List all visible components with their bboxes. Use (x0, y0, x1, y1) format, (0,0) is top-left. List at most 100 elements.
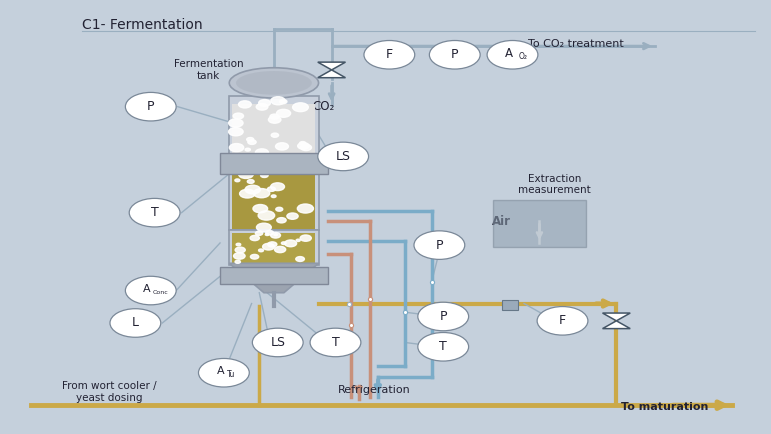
Circle shape (250, 168, 261, 174)
Circle shape (243, 170, 251, 174)
Circle shape (229, 144, 244, 151)
Circle shape (298, 143, 309, 149)
Circle shape (487, 40, 538, 69)
Circle shape (296, 239, 300, 241)
Circle shape (414, 231, 465, 260)
FancyBboxPatch shape (232, 104, 315, 174)
Circle shape (298, 204, 314, 213)
Text: LS: LS (271, 336, 285, 349)
Circle shape (247, 140, 256, 145)
Text: T: T (439, 340, 447, 353)
Circle shape (270, 114, 279, 119)
Circle shape (245, 185, 261, 194)
Circle shape (318, 142, 369, 171)
FancyBboxPatch shape (220, 267, 328, 284)
Text: P: P (439, 310, 447, 323)
Circle shape (537, 306, 588, 335)
Circle shape (310, 328, 361, 357)
Circle shape (271, 233, 281, 238)
Text: Extraction
measurement: Extraction measurement (518, 174, 591, 195)
Circle shape (300, 235, 311, 241)
FancyBboxPatch shape (503, 300, 518, 309)
Circle shape (238, 170, 254, 178)
Circle shape (228, 128, 243, 136)
Circle shape (233, 159, 244, 165)
Text: O₂: O₂ (519, 52, 528, 61)
Circle shape (304, 155, 310, 159)
Circle shape (250, 235, 259, 240)
FancyBboxPatch shape (229, 96, 318, 230)
Circle shape (126, 276, 176, 305)
Circle shape (235, 260, 241, 263)
Circle shape (284, 240, 297, 247)
Circle shape (253, 204, 268, 213)
Text: To maturation: To maturation (621, 402, 709, 412)
Circle shape (235, 179, 240, 182)
FancyBboxPatch shape (229, 230, 318, 265)
Circle shape (271, 97, 285, 105)
Text: Tu: Tu (227, 370, 236, 379)
Text: From wort cooler /
yeast dosing: From wort cooler / yeast dosing (62, 381, 157, 403)
Circle shape (266, 230, 274, 235)
Circle shape (301, 145, 311, 151)
Text: F: F (386, 48, 393, 61)
Circle shape (274, 234, 278, 236)
Text: LS: LS (335, 150, 351, 163)
Text: Air: Air (491, 215, 510, 228)
Ellipse shape (236, 71, 311, 95)
Circle shape (300, 141, 306, 145)
Circle shape (252, 328, 303, 357)
Text: T: T (151, 206, 159, 219)
Circle shape (292, 103, 308, 112)
Circle shape (263, 243, 274, 250)
Text: P: P (451, 48, 459, 61)
Circle shape (296, 256, 305, 261)
Circle shape (198, 358, 249, 387)
FancyBboxPatch shape (232, 233, 315, 263)
Circle shape (280, 99, 287, 104)
Circle shape (229, 119, 243, 127)
Circle shape (276, 207, 283, 211)
Circle shape (254, 188, 270, 198)
Circle shape (418, 332, 469, 361)
Text: A: A (505, 46, 513, 59)
Text: Conc: Conc (153, 290, 169, 295)
Circle shape (275, 143, 288, 150)
Text: Fermentation
tank: Fermentation tank (173, 59, 244, 81)
Circle shape (236, 243, 241, 246)
Circle shape (268, 242, 277, 247)
Circle shape (240, 189, 255, 198)
Circle shape (247, 138, 254, 141)
Circle shape (234, 253, 245, 259)
Polygon shape (602, 313, 630, 321)
Text: P: P (436, 239, 443, 252)
Circle shape (261, 173, 268, 178)
Circle shape (233, 113, 244, 119)
Circle shape (238, 101, 251, 108)
Text: Refrigeration: Refrigeration (338, 385, 410, 395)
Circle shape (245, 148, 251, 151)
Circle shape (277, 217, 286, 223)
Polygon shape (229, 263, 318, 293)
Text: T: T (332, 336, 339, 349)
Circle shape (247, 180, 254, 184)
Text: L: L (132, 316, 139, 329)
Circle shape (261, 157, 276, 165)
Circle shape (274, 247, 286, 253)
Circle shape (257, 223, 271, 231)
Circle shape (258, 211, 274, 220)
Circle shape (277, 109, 291, 117)
Circle shape (265, 233, 269, 236)
Circle shape (418, 302, 469, 331)
Circle shape (268, 187, 275, 191)
Circle shape (255, 149, 268, 156)
FancyBboxPatch shape (493, 200, 586, 247)
Text: P: P (147, 100, 154, 113)
Circle shape (429, 40, 480, 69)
Circle shape (130, 198, 180, 227)
Circle shape (256, 158, 270, 165)
Circle shape (256, 104, 268, 110)
Circle shape (271, 195, 276, 197)
Circle shape (255, 231, 263, 235)
Circle shape (251, 254, 259, 259)
